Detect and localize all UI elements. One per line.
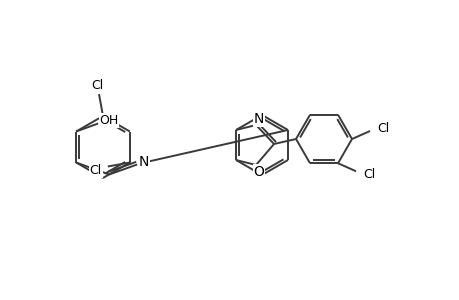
Text: O: O	[253, 165, 264, 179]
Text: Cl: Cl	[376, 122, 388, 134]
Text: Cl: Cl	[91, 79, 103, 92]
Text: Cl: Cl	[90, 164, 102, 177]
Text: OH: OH	[99, 114, 118, 127]
Text: N: N	[139, 154, 149, 169]
Text: Cl: Cl	[362, 168, 375, 181]
Text: N: N	[253, 112, 263, 126]
